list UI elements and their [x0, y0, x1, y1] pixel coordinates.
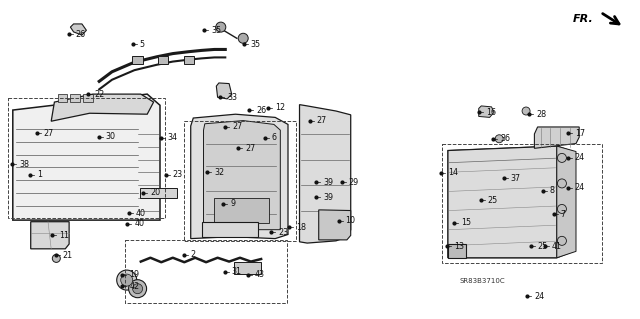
Text: SR83B3710C: SR83B3710C [460, 278, 505, 284]
Circle shape [216, 22, 226, 32]
Text: 20: 20 [150, 189, 161, 197]
Circle shape [522, 107, 530, 115]
Polygon shape [319, 210, 351, 240]
Text: 22: 22 [95, 90, 105, 99]
Text: 42: 42 [129, 282, 140, 291]
Text: 12: 12 [275, 103, 285, 112]
Circle shape [557, 204, 566, 213]
Text: 21: 21 [63, 251, 73, 260]
Polygon shape [191, 114, 288, 239]
Text: 43: 43 [255, 271, 265, 279]
Text: 35: 35 [211, 26, 221, 35]
Text: 26: 26 [256, 106, 266, 115]
Text: 11: 11 [59, 231, 69, 240]
Text: 25: 25 [488, 196, 498, 205]
Polygon shape [479, 106, 494, 117]
Text: 16: 16 [486, 108, 497, 117]
Text: 9: 9 [230, 199, 236, 208]
Text: 29: 29 [349, 178, 359, 187]
Text: 40: 40 [134, 219, 145, 228]
Text: 24: 24 [534, 292, 545, 300]
Polygon shape [158, 56, 168, 64]
Polygon shape [51, 94, 154, 121]
Text: 13: 13 [454, 242, 465, 251]
Text: 5: 5 [140, 40, 145, 48]
Text: 39: 39 [323, 178, 333, 187]
Polygon shape [448, 146, 573, 258]
Polygon shape [557, 146, 576, 258]
Polygon shape [216, 83, 232, 99]
Circle shape [129, 280, 147, 298]
Polygon shape [13, 94, 160, 220]
Text: 7: 7 [561, 210, 566, 219]
Text: 8: 8 [550, 186, 555, 195]
Polygon shape [31, 222, 69, 249]
Polygon shape [534, 127, 579, 148]
FancyBboxPatch shape [202, 222, 258, 237]
Text: 30: 30 [106, 132, 116, 141]
Text: 10: 10 [346, 216, 356, 225]
Text: 27: 27 [245, 144, 255, 153]
Polygon shape [300, 105, 351, 243]
Circle shape [495, 135, 503, 143]
Text: 23: 23 [173, 170, 183, 179]
Text: 25: 25 [538, 242, 548, 251]
Bar [184, 121, 296, 241]
Circle shape [238, 33, 248, 43]
Text: 27: 27 [232, 122, 243, 131]
Text: 2: 2 [191, 250, 196, 259]
Text: 15: 15 [461, 218, 471, 227]
Text: 24: 24 [575, 153, 585, 162]
Text: 6: 6 [272, 133, 277, 142]
Text: 40: 40 [136, 209, 146, 218]
Text: 24: 24 [575, 183, 585, 192]
Polygon shape [204, 121, 280, 230]
Polygon shape [234, 262, 261, 274]
Text: 23: 23 [278, 228, 289, 237]
Text: 19: 19 [129, 271, 140, 279]
FancyBboxPatch shape [140, 188, 177, 198]
Text: FR.: FR. [573, 14, 593, 24]
Bar [8, 98, 165, 218]
Polygon shape [184, 56, 194, 64]
Text: 28: 28 [536, 110, 547, 119]
Text: 33: 33 [227, 93, 237, 102]
Circle shape [557, 179, 566, 188]
Circle shape [116, 270, 137, 290]
Polygon shape [83, 94, 93, 102]
Polygon shape [58, 94, 67, 102]
Polygon shape [448, 146, 557, 258]
Text: 35: 35 [251, 40, 261, 48]
Text: 1: 1 [37, 170, 42, 179]
Circle shape [52, 254, 60, 263]
Polygon shape [214, 198, 269, 223]
Text: 32: 32 [214, 168, 225, 177]
Text: 39: 39 [323, 193, 333, 202]
Polygon shape [70, 24, 86, 35]
Text: 38: 38 [19, 160, 29, 169]
Text: 27: 27 [317, 116, 327, 125]
Circle shape [132, 284, 143, 294]
Polygon shape [448, 244, 466, 258]
Text: 26: 26 [76, 30, 86, 39]
Circle shape [557, 153, 566, 162]
Polygon shape [256, 124, 268, 143]
Text: 14: 14 [448, 168, 458, 177]
Text: 18: 18 [296, 223, 306, 232]
Text: 27: 27 [44, 129, 54, 138]
Polygon shape [132, 56, 143, 64]
Polygon shape [70, 94, 80, 102]
Text: 34: 34 [168, 133, 178, 142]
Text: 37: 37 [511, 174, 521, 182]
Text: 41: 41 [552, 242, 562, 251]
Text: 36: 36 [500, 134, 511, 143]
Text: 31: 31 [232, 267, 242, 276]
Bar [442, 144, 602, 263]
Bar [125, 240, 287, 303]
Circle shape [557, 236, 566, 245]
Text: 17: 17 [575, 129, 585, 138]
Circle shape [121, 274, 132, 286]
